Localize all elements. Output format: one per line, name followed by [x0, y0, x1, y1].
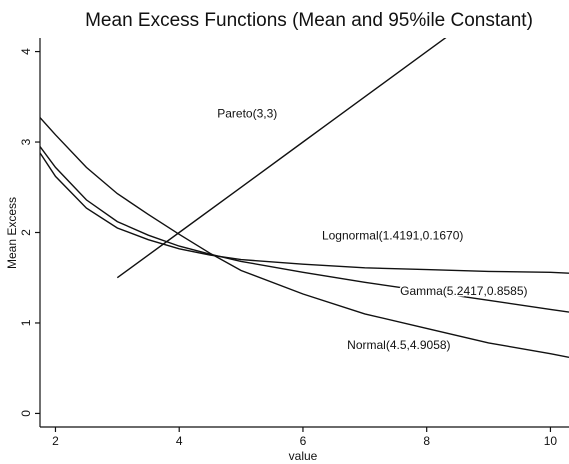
series-line-lognormal	[40, 152, 569, 274]
series-label-pareto: Pareto(3,3)	[217, 107, 277, 121]
tick-marks: 2 4 6 8 10 0 1 2 3 4	[19, 48, 557, 448]
series-line-gamma	[40, 146, 569, 313]
series-labels: Pareto(3,3) Lognormal(1.4191,0.1670) Gamma…	[216, 105, 529, 354]
series-line-normal	[40, 117, 569, 358]
series-label-normal: Normal(4.5,4.9058)	[347, 338, 450, 352]
x-tick-label: 2	[52, 434, 59, 448]
series-lines	[40, 38, 569, 358]
y-tick-label: 1	[19, 319, 33, 326]
x-axis-label: value	[289, 449, 318, 463]
series-label-gamma: Gamma(5.2417,0.8585)	[400, 284, 527, 298]
y-tick-label: 2	[19, 229, 33, 236]
series-line-pareto	[116, 38, 447, 279]
y-tick-label: 4	[19, 48, 33, 55]
series-label-lognormal: Lognormal(1.4191,0.1670)	[322, 229, 463, 243]
chart-title: Mean Excess Functions (Mean and 95%ile C…	[85, 10, 533, 31]
y-tick-label: 0	[19, 410, 33, 417]
x-tick-label: 4	[176, 434, 183, 448]
axes	[39, 38, 569, 428]
x-tick-label: 8	[423, 434, 430, 448]
x-tick-label: 10	[544, 434, 558, 448]
y-tick-label: 3	[19, 138, 33, 145]
x-tick-label: 6	[300, 434, 307, 448]
y-axis-label: Mean Excess	[5, 197, 19, 269]
